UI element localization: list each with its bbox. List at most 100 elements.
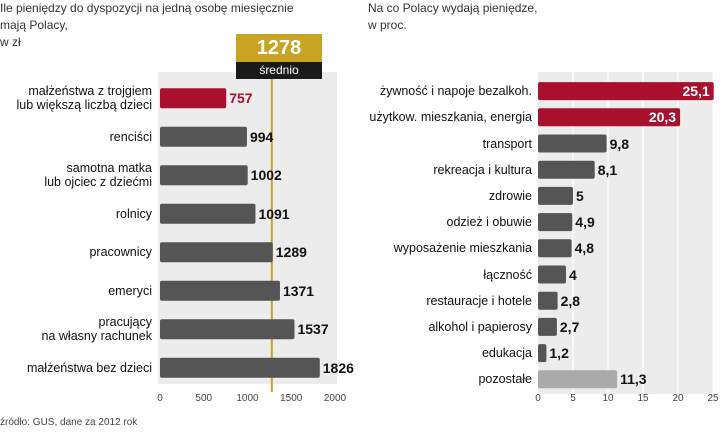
left-category-7: pracujący na własny rachunek (0, 313, 152, 345)
left-category-line: pracujący (98, 315, 153, 330)
left-category-text-6: emeryci (108, 284, 152, 298)
left-bar-3 (160, 165, 248, 186)
right-bar-value-1: 25,1 (682, 83, 710, 100)
left-bar-value-6: 1371 (282, 282, 315, 299)
left-category-line: małżeństwa z trojgiem (28, 84, 152, 99)
left-category-5: pracownicy (0, 236, 152, 268)
right-bar-value-6: 4,9 (575, 214, 595, 231)
left-bar-value-4: 1091 (258, 205, 290, 222)
left-title-line-1: Ile pieniędzy do dyspozycji na jedną oso… (0, 1, 294, 15)
left-bar-6 (160, 280, 280, 301)
right-x-tick-5: 20 (672, 393, 684, 404)
right-bar-value-12: 11,3 (620, 371, 647, 388)
right-bar-8 (538, 265, 566, 284)
left-category-8: małżeństwa bez dzieci (0, 352, 152, 384)
right-bar-12 (538, 370, 618, 389)
left-x-tick-2: 500 (195, 393, 213, 404)
right-bar-10 (538, 317, 557, 336)
right-bar-value-11: 1,2 (549, 345, 569, 362)
left-category-line: pracownicy (89, 245, 152, 260)
right-bar-value-5: 5 (576, 187, 584, 204)
left-bar-value-7: 1537 (297, 321, 329, 338)
average-value: 1278 (236, 34, 322, 62)
right-category-9: restauracje i hotele (426, 293, 532, 308)
left-category-4: rolnicy (0, 198, 152, 230)
right-bar-2 (538, 108, 681, 127)
right-category-5: zdrowie (488, 188, 532, 203)
left-category-line: lub ojciec z dziećmi (44, 175, 152, 190)
left-category-line: samotna matka (66, 161, 152, 176)
right-bar-value-9: 2,8 (560, 292, 581, 309)
left-bar-5 (160, 242, 273, 263)
left-x-tick-3: 1000 (236, 393, 259, 404)
left-title-line-2: mają Polacy, (0, 18, 68, 32)
left-category-text-3: samotna matka lub ojciec z dziećmi (44, 161, 152, 189)
left-bar-2 (160, 126, 247, 147)
left-category-line: rolnicy (115, 206, 152, 221)
left-category-3: samotna matka lub ojciec z dziećmi (0, 159, 152, 191)
right-x-tick-4: 15 (637, 393, 649, 404)
right-x-tick-2: 5 (570, 393, 576, 404)
right-x-tick-3: 10 (602, 393, 614, 404)
left-chart-title: Ile pieniędzy do dyspozycji na jedną oso… (0, 0, 340, 51)
left-bar-value-5: 1289 (275, 244, 307, 261)
left-category-line: renciści (109, 129, 152, 144)
left-x-tick-5: 2000 (323, 393, 347, 404)
right-category-12: pozostałe (478, 372, 532, 387)
left-bar-value-8: 1826 (322, 359, 354, 376)
right-bar-value-8: 4 (569, 266, 577, 283)
left-category-2: renciści (0, 121, 152, 153)
left-bar-value-1: 757 (229, 90, 253, 107)
right-bar-5 (538, 186, 573, 205)
left-category-text-4: rolnicy (116, 207, 152, 221)
right-category-10: alkohol i papierosy (428, 319, 532, 334)
right-category-8: łączność (483, 267, 532, 282)
left-title-line-3: w zł (0, 35, 21, 49)
right-title-line-2: w proc. (368, 18, 407, 32)
left-bar-8 (160, 357, 320, 378)
left-category-text-1: małżeństwa z trojgiem lub większą liczbą … (17, 84, 152, 112)
right-category-11: edukacja (481, 346, 532, 361)
right-bar-4 (538, 160, 595, 179)
average-label: średnio (236, 62, 322, 79)
left-category-text-8: małżeństwa bez dzieci (27, 361, 152, 375)
right-bar-value-3: 9,8 (609, 135, 630, 152)
source-footnote: źródło: GUS, dane za 2012 rok (0, 417, 138, 428)
right-bar-6 (538, 213, 573, 232)
right-bar-value-4: 8,1 (597, 161, 618, 178)
right-x-tick-6: 25 (707, 393, 719, 404)
right-bar-value-2: 20,3 (648, 109, 677, 126)
right-category-1: żywność i napoje bezalkoh. (379, 84, 532, 99)
right-bar-value-7: 4,8 (574, 240, 595, 257)
right-category-2: użytkow. mieszkania, energia (369, 110, 532, 125)
left-bar-1 (160, 88, 227, 109)
right-category-4: rekreacja i kultura (433, 162, 532, 177)
right-bar-9 (538, 291, 558, 310)
left-category-1: małżeństwa z trojgiem lub większą liczbą … (0, 82, 152, 114)
left-category-line: lub większą liczbą dzieci (16, 98, 152, 113)
right-category-7: wyposażenie mieszkania (393, 241, 532, 256)
right-bar-11 (538, 344, 547, 363)
right-bar-3 (538, 134, 607, 153)
right-chart-title: Na co Polacy wydają pieniędze, w proc. (368, 0, 668, 34)
left-category-text-5: pracownicy (89, 245, 152, 259)
left-category-line: na własny rachunek (41, 329, 152, 344)
right-title-line-1: Na co Polacy wydają pieniędze, (368, 1, 538, 15)
left-category-line: emeryci (108, 283, 152, 298)
left-x-tick-4: 1500 (280, 393, 303, 404)
left-category-text-7: pracujący na własny rachunek (42, 315, 152, 343)
left-category-6: emeryci (0, 275, 152, 307)
left-bar-4 (160, 203, 256, 224)
left-bar-7 (160, 319, 295, 340)
right-category-6: odzież i obuwie (446, 215, 532, 230)
left-x-tick-1: 0 (157, 393, 163, 404)
right-bar-1 (538, 82, 714, 101)
average-marker: 1278 średnio (236, 34, 322, 79)
left-bar-value-3: 1002 (250, 167, 282, 184)
right-x-tick-1: 0 (535, 393, 541, 404)
right-bar-7 (538, 239, 572, 258)
left-category-line: małżeństwa bez dzieci (26, 360, 152, 375)
right-category-3: transport (482, 136, 532, 151)
left-category-text-2: renciści (110, 130, 152, 144)
